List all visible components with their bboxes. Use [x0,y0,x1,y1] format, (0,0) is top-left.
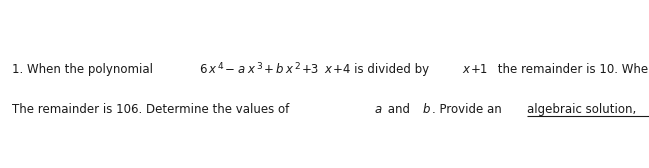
Text: x: x [324,63,331,76]
Text: a: a [374,103,382,116]
Text: x: x [247,63,254,76]
Text: The remainder is 106. Determine the values of: The remainder is 106. Determine the valu… [12,103,293,116]
Text: algebraic solution,: algebraic solution, [527,103,636,116]
Text: the remainder is 10. When it’s divided by: the remainder is 10. When it’s divided b… [494,63,649,76]
Text: 4: 4 [217,62,223,71]
Text: 1. When the polynomial: 1. When the polynomial [12,63,157,76]
Text: +: + [263,63,273,76]
Text: 2: 2 [295,62,300,71]
Text: . Provide an: . Provide an [432,103,506,116]
Text: +3: +3 [302,63,319,76]
Text: and: and [384,103,413,116]
Text: x: x [208,63,215,76]
Text: b: b [422,103,430,116]
Text: x: x [462,63,469,76]
Text: x: x [286,63,293,76]
Text: +1: +1 [471,63,489,76]
Text: −: − [225,63,235,76]
Text: a: a [238,63,245,76]
Text: 6: 6 [199,63,206,76]
Text: b: b [276,63,284,76]
Text: 3: 3 [256,62,262,71]
Text: +4 is divided by: +4 is divided by [334,63,433,76]
